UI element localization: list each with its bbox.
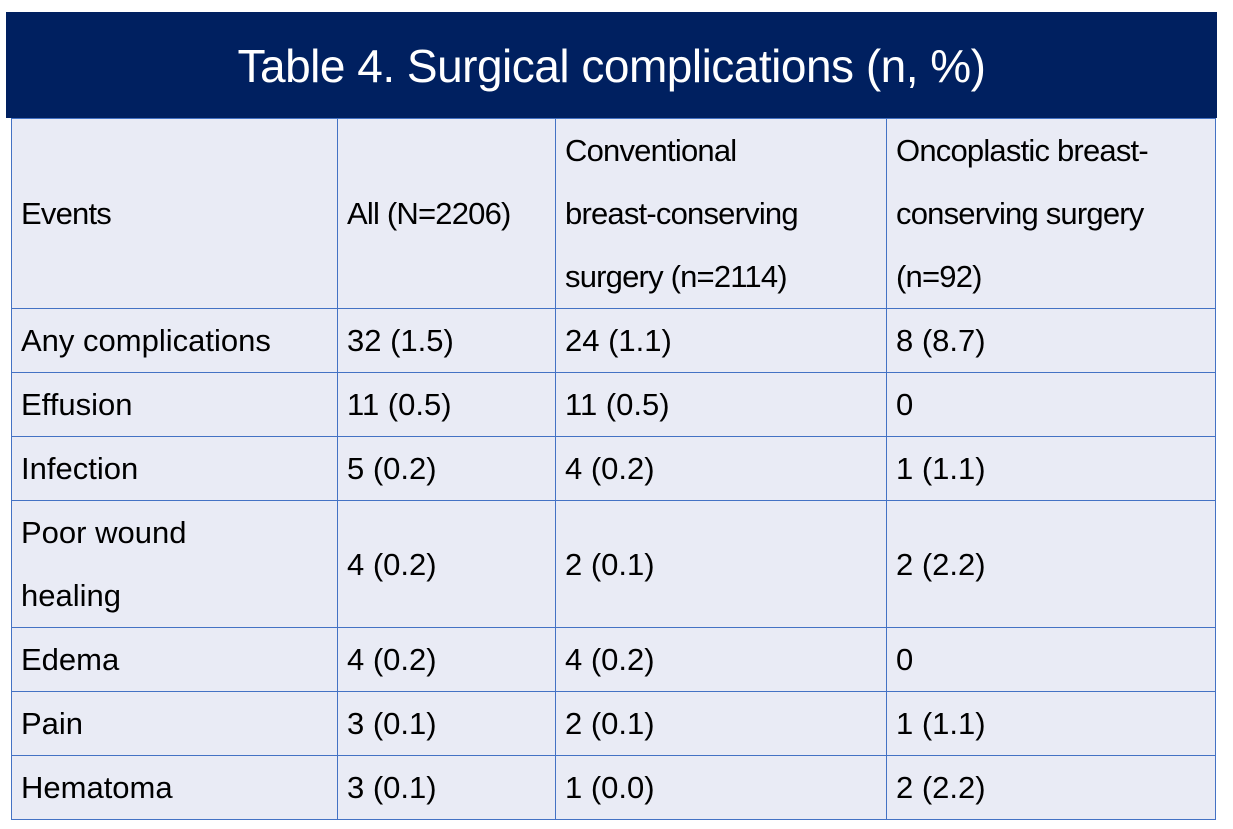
- header-events: Events: [11, 118, 338, 309]
- header-conventional: Conventional breast-conserving surgery (…: [555, 118, 887, 309]
- header-oncoplastic-line: Oncoplastic breast-: [896, 133, 1149, 168]
- all-cell: 3 (0.1): [337, 755, 556, 820]
- conventional-cell: 11 (0.5): [555, 372, 887, 437]
- event-cell-line: Poor wound: [21, 515, 187, 550]
- conventional-cell: 2 (0.1): [555, 500, 887, 628]
- event-cell: Effusion: [11, 372, 338, 437]
- header-oncoplastic: Oncoplastic breast- conserving surgery (…: [886, 118, 1216, 309]
- event-cell: Infection: [11, 436, 338, 501]
- oncoplastic-cell: 0: [886, 627, 1216, 692]
- header-oncoplastic-line: (n=92): [896, 259, 982, 294]
- event-cell: Any complications: [11, 308, 338, 373]
- oncoplastic-cell: 1 (1.1): [886, 691, 1216, 756]
- all-cell: 4 (0.2): [337, 500, 556, 628]
- oncoplastic-cell: 2 (2.2): [886, 500, 1216, 628]
- event-cell: Edema: [11, 627, 338, 692]
- table-row: Hematoma 3 (0.1) 1 (0.0) 2 (2.2): [11, 755, 1216, 820]
- oncoplastic-cell: 1 (1.1): [886, 436, 1216, 501]
- table-row: Poor wound healing 4 (0.2) 2 (0.1) 2 (2.…: [11, 500, 1216, 628]
- header-conventional-line: Conventional: [565, 133, 737, 168]
- oncoplastic-cell: 2 (2.2): [886, 755, 1216, 820]
- all-cell: 3 (0.1): [337, 691, 556, 756]
- event-cell: Hematoma: [11, 755, 338, 820]
- table-row: Edema 4 (0.2) 4 (0.2) 0: [11, 627, 1216, 692]
- title-bar: Table 4. Surgical complications (n, %): [6, 12, 1217, 118]
- all-cell: 5 (0.2): [337, 436, 556, 501]
- header-conventional-line: surgery (n=2114): [565, 259, 788, 294]
- table-row: Pain 3 (0.1) 2 (0.1) 1 (1.1): [11, 691, 1216, 756]
- conventional-cell: 4 (0.2): [555, 436, 887, 501]
- conventional-cell: 24 (1.1): [555, 308, 887, 373]
- table-row: Effusion 11 (0.5) 11 (0.5) 0: [11, 372, 1216, 437]
- conventional-cell: 4 (0.2): [555, 627, 887, 692]
- all-cell: 11 (0.5): [337, 372, 556, 437]
- event-cell: Pain: [11, 691, 338, 756]
- event-cell: Poor wound healing: [11, 500, 338, 628]
- header-all: All (N=2206): [337, 118, 556, 309]
- conventional-cell: 1 (0.0): [555, 755, 887, 820]
- table-row: Infection 5 (0.2) 4 (0.2) 1 (1.1): [11, 436, 1216, 501]
- table-title: Table 4. Surgical complications (n, %): [237, 40, 987, 92]
- header-oncoplastic-line: conserving surgery: [896, 196, 1144, 231]
- oncoplastic-cell: 8 (8.7): [886, 308, 1216, 373]
- table-row: Any complications 32 (1.5) 24 (1.1) 8 (8…: [11, 308, 1216, 373]
- all-cell: 32 (1.5): [337, 308, 556, 373]
- all-cell: 4 (0.2): [337, 627, 556, 692]
- complications-table: Events All (N=2206) Conventional breast-…: [11, 118, 1216, 820]
- header-row: Events All (N=2206) Conventional breast-…: [11, 118, 1216, 309]
- conventional-cell: 2 (0.1): [555, 691, 887, 756]
- header-conventional-line: breast-conserving: [565, 196, 799, 231]
- event-cell-line: healing: [21, 578, 121, 613]
- oncoplastic-cell: 0: [886, 372, 1216, 437]
